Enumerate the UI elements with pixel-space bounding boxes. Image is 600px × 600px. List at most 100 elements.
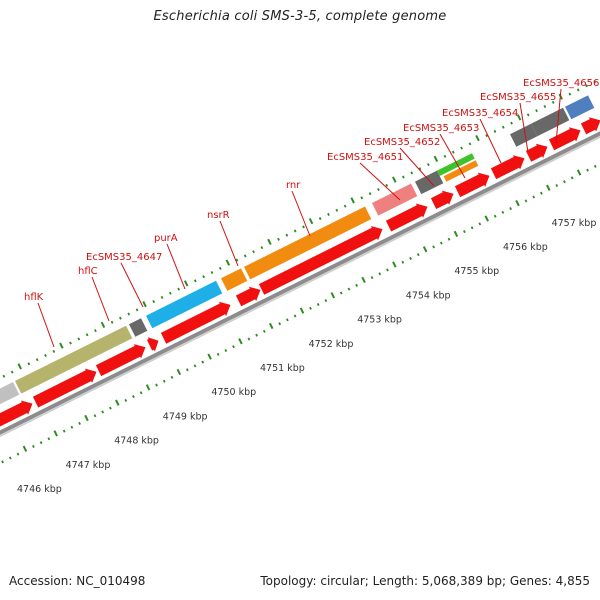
scale-tick-mark (201, 360, 205, 364)
scale-tick-mark (515, 200, 520, 207)
scale-tick-mark (162, 379, 166, 383)
upper-tick-mark (433, 155, 439, 163)
scale-tick-mark (124, 398, 128, 402)
scale-tick-mark (532, 195, 536, 199)
scale-tick-mark (439, 241, 443, 245)
label-leader-line (439, 133, 466, 179)
gene-label: EcSMS35_4653 (403, 123, 479, 134)
upper-tick-mark (177, 287, 181, 291)
upper-tick-mark (77, 337, 81, 341)
scale-tick-mark (484, 215, 489, 222)
upper-tick-mark (44, 353, 47, 358)
gene-label: EcSMS35_4652 (364, 137, 440, 148)
scale-tick-mark (339, 291, 343, 295)
upper-tick-mark (585, 84, 588, 88)
upper-tick-mark (475, 135, 480, 142)
upper-tick-mark (119, 316, 122, 320)
scale-tick-mark (278, 322, 282, 326)
cds-arrow-5 (160, 301, 231, 344)
scale-tick-mark (453, 230, 459, 237)
scale-tick-mark (78, 421, 81, 425)
upper-tick-mark (27, 362, 31, 366)
scale-tick-mark (115, 399, 120, 406)
gene-label: EcSMS35_4647 (86, 252, 162, 263)
upper-tick-mark (327, 212, 330, 216)
label-leader-line (399, 147, 435, 187)
scale-tick-mark (255, 333, 258, 337)
scale-tick-mark (47, 437, 51, 441)
scale-tick-label: 4750 kbp (211, 387, 256, 398)
scale-tick-mark (93, 414, 97, 418)
upper-tick-mark (485, 134, 488, 138)
scale-tick-label: 4747 kbp (66, 460, 111, 471)
upper-tick-mark (402, 175, 405, 179)
topology-summary: Topology: circular; Length: 5,068,389 bp… (260, 574, 590, 588)
gene-label: EcSMS35_4654 (442, 108, 518, 119)
upper-tick-mark (127, 312, 131, 316)
cds-arrow-8 (385, 203, 428, 232)
upper-tick-mark (69, 341, 72, 345)
scale-tick-mark (132, 395, 135, 399)
gene-label: EcSMS35_4651 (327, 152, 403, 163)
upper-tick-mark (335, 208, 339, 212)
upper-tick-mark (267, 238, 272, 246)
cds-arrow-3 (95, 344, 146, 377)
gene-box-nsrR (221, 268, 248, 291)
label-leader-line (166, 243, 186, 290)
gene-label: hflC (78, 266, 98, 277)
upper-tick-mark (52, 349, 56, 353)
scale-tick-mark (232, 345, 235, 349)
scale-tick-mark (22, 445, 28, 452)
upper-tick-mark (443, 154, 447, 158)
upper-tick-mark (235, 258, 239, 262)
cds-arrow-1 (0, 400, 33, 427)
scale-tick-label: 4753 kbp (357, 315, 402, 326)
scale-tick-label: 4752 kbp (309, 339, 354, 350)
cds-arrow-12 (525, 143, 548, 162)
upper-tick-mark (293, 229, 297, 233)
scale-tick-mark (224, 349, 228, 353)
gene-box-4655 (510, 123, 538, 147)
scale-tick-mark (207, 353, 212, 360)
scale-tick-label: 4751 kbp (260, 363, 305, 374)
scale-tick-mark (355, 283, 359, 287)
scale-tick-mark (170, 375, 174, 379)
upper-tick-mark (152, 300, 156, 304)
cds-arrow-6 (235, 286, 261, 307)
upper-tick-mark (343, 204, 347, 208)
scale-tick-mark (16, 452, 20, 456)
upper-tick-mark (168, 291, 172, 295)
map-title: Escherichia coli SMS-3-5, complete genom… (153, 9, 447, 24)
scale-tick-mark (139, 391, 143, 395)
scale-tick-mark (470, 226, 474, 230)
label-leader-line (479, 118, 502, 164)
upper-tick-mark (277, 237, 280, 241)
upper-tick-mark (85, 333, 89, 337)
gene-box-4647 (129, 318, 148, 337)
upper-tick-mark (285, 233, 289, 237)
cds-arrow-11 (490, 155, 525, 180)
upper-tick-mark (202, 275, 205, 279)
label-leader-line (37, 302, 55, 348)
upper-tick-mark (183, 280, 189, 287)
scale-tick-mark (193, 364, 197, 368)
scale-tick-label: 4746 kbp (17, 484, 62, 495)
upper-tick-mark (243, 254, 247, 258)
scale-tick-mark (185, 368, 189, 372)
gene-box-4651 (372, 183, 418, 216)
upper-tick-mark (451, 150, 455, 154)
upper-tick-mark (260, 246, 264, 250)
scale-tick-mark (416, 253, 420, 257)
backbone-line (0, 131, 600, 435)
scale-tick-mark (493, 214, 497, 218)
upper-tick-mark (526, 113, 530, 117)
upper-tick-mark (59, 342, 64, 349)
scale-tick-mark (501, 210, 505, 214)
gene-box-rnr (244, 206, 372, 280)
scale-tick-mark (447, 237, 451, 241)
scale-tick-mark (316, 302, 320, 307)
label-leader-line (91, 276, 110, 322)
upper-tick-mark (302, 225, 305, 229)
upper-tick-mark (516, 114, 522, 121)
scale-tick-mark (463, 230, 466, 234)
